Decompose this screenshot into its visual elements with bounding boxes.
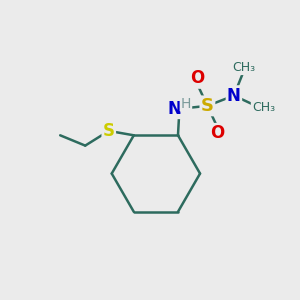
Text: H: H bbox=[181, 97, 191, 110]
Text: O: O bbox=[190, 70, 204, 88]
Text: O: O bbox=[211, 124, 225, 142]
Text: N: N bbox=[167, 100, 181, 118]
Text: S: S bbox=[103, 122, 115, 140]
Text: CH₃: CH₃ bbox=[233, 61, 256, 74]
Text: S: S bbox=[201, 97, 214, 115]
Text: CH₃: CH₃ bbox=[252, 101, 275, 114]
Text: N: N bbox=[227, 87, 241, 105]
